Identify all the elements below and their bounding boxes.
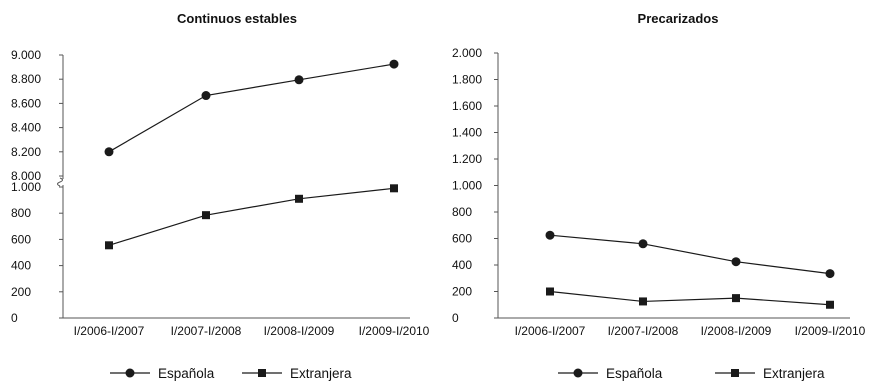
left-espanola-data-point — [201, 91, 211, 101]
right-y-tick-label: 400 — [452, 258, 472, 272]
left-x-tick-label: I/2008-I/2009 — [264, 324, 335, 338]
right-x-tick-label: I/2006-I/2007 — [515, 324, 586, 338]
left-espanola-data-point — [294, 75, 304, 85]
left-x-tick-label: I/2006-I/2007 — [74, 324, 145, 338]
right-y-tick-label: 1.000 — [452, 179, 482, 193]
left-y-tick-label: 8.800 — [11, 72, 41, 86]
right-y-tick-label: 800 — [452, 205, 472, 219]
right-x-tick-label: I/2008-I/2009 — [701, 324, 772, 338]
right-y-tick-label: 2.000 — [452, 46, 482, 60]
right-espanola-series-line — [549, 234, 831, 275]
legend-left: Española Extranjera — [110, 366, 352, 381]
left-extranjera-series-line — [108, 187, 395, 246]
right-extranjera-data-point — [639, 297, 647, 306]
legend-right-label-extranjera: Extranjera — [763, 366, 825, 381]
right-y-tick-label: 600 — [452, 232, 472, 246]
left-y-tick-label: 8.200 — [11, 145, 41, 159]
legend-right-marker-espanola — [573, 368, 583, 378]
right-x-tick-label: I/2007-I/2008 — [608, 324, 679, 338]
left-extranjera-data-point — [390, 184, 398, 193]
legend-left-label-espanola: Española — [158, 366, 215, 381]
left-y-tick-label: 200 — [11, 285, 31, 299]
legend-left-label-extranjera: Extranjera — [290, 366, 352, 381]
left-x-tick-label: I/2007-I/2008 — [171, 324, 242, 338]
right-y-tick-label: 0 — [452, 311, 459, 325]
chart-right-title: Precarizados — [638, 11, 719, 26]
left-y-tick-label: 800 — [11, 206, 31, 220]
legend-right: Española Extranjera — [558, 366, 825, 381]
left-extranjera-data-point — [295, 194, 303, 203]
right-y-tick-label: 1.400 — [452, 126, 482, 140]
chart-left: Continuos estables 9.000 8.800 8.600 8.400 8… — [11, 11, 430, 338]
right-extranjera-series-line — [549, 290, 831, 306]
right-x-tick-label: I/2009-I/2010 — [795, 324, 866, 338]
left-y-tick-label: 8.600 — [11, 96, 41, 110]
right-extranjera-data-point — [732, 294, 740, 303]
right-extranjera-data-point — [546, 287, 554, 296]
right-espanola-data-point — [545, 230, 555, 240]
right-y-tick-label: 1.200 — [452, 152, 482, 166]
right-extranjera-data-point — [826, 300, 834, 309]
left-y-tick-label: 9.000 — [11, 48, 41, 62]
left-y-tick-label: 600 — [11, 232, 31, 246]
left-y-tick-label: 0 — [11, 311, 18, 325]
legend-right-label-espanola: Española — [606, 366, 663, 381]
left-extranjera-data-point — [202, 211, 210, 220]
left-extranjera-data-point — [105, 241, 113, 250]
right-y-tick-label: 1.800 — [452, 73, 482, 87]
chart-left-title: Continuos estables — [177, 11, 297, 26]
right-espanola-data-point — [731, 257, 741, 267]
right-espanola-data-point — [638, 239, 648, 249]
left-y-tick-label: 8.400 — [11, 121, 41, 135]
legend-left-marker-espanola — [125, 368, 135, 378]
left-espanola-data-point — [104, 147, 114, 157]
left-espanola-data-point — [389, 59, 399, 69]
left-y-tick-label: 400 — [11, 259, 31, 273]
chart-right: Precarizados 2.000 1.800 1.600 1.400 1.200 1.… — [452, 11, 866, 338]
right-espanola-data-point — [825, 269, 835, 279]
left-y-tick-label: 8.000 — [11, 169, 41, 183]
left-y-tick-label: 1.000 — [11, 180, 41, 194]
axis-break-mark — [57, 177, 63, 187]
right-y-tick-label: 1.600 — [452, 99, 482, 113]
legend-right-marker-extranjera — [731, 369, 739, 377]
left-espanola-series-line — [108, 63, 395, 153]
left-x-tick-label: I/2009-I/2010 — [359, 324, 430, 338]
right-y-tick-label: 200 — [452, 285, 472, 299]
legend-left-marker-extranjera — [258, 369, 266, 377]
